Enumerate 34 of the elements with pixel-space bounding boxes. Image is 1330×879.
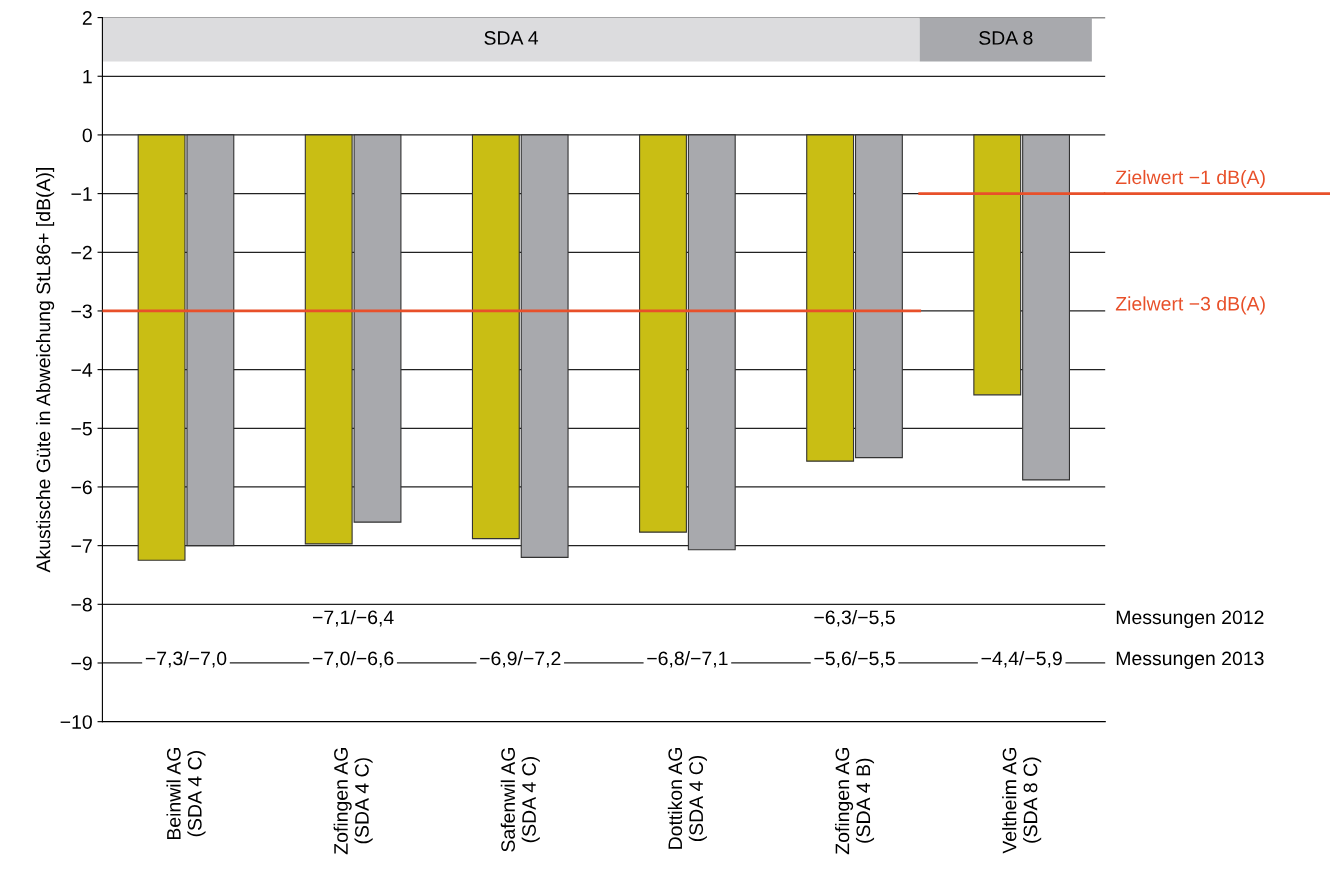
x-tick-label: Dottikon AG (SDA 4 C)	[667, 748, 707, 849]
annotation: −7,3/−7,0	[145, 650, 227, 668]
y-tick-label: −5	[71, 421, 92, 436]
annotation: SDA 4	[484, 31, 539, 45]
y-tick-label: 1	[83, 69, 92, 84]
y-tick-label: 0	[82, 128, 92, 143]
text: Messungen 2013	[1116, 651, 1264, 670]
annotation: SDA 8	[979, 31, 1033, 45]
x-tick-label: Veltheim AG (SDA 8 C)	[1002, 748, 1042, 854]
y-axis-title: Akustische Güte in Abweichung StL86+ [dB(A)]	[36, 168, 55, 573]
annotation: −5,6/−5,5	[814, 650, 895, 668]
ref-line-label: Zielwert −3 dB(A)	[1115, 296, 1265, 315]
x-tick-label: Safenwil AG (SDA 4 C)	[500, 748, 540, 852]
annotation: −4,4/−5,9	[981, 650, 1062, 668]
ref-line-label: Zielwert −1 dB(A)	[1115, 169, 1265, 189]
y-tick-label: −7	[71, 539, 92, 553]
y-tick-label: 2	[82, 11, 92, 25]
y-tick-label: −8	[71, 597, 92, 612]
annotation: −6,9/−7,2	[480, 650, 561, 668]
x-tick-label: Zofingen AG (SDA 4 C)	[333, 748, 373, 855]
y-tick-label: −3	[71, 304, 92, 319]
x-tick-label: Zofingen AG (SDA 4 B)	[834, 748, 875, 855]
y-tick-label: −4	[71, 363, 93, 377]
y-tick-label: −6	[71, 480, 92, 495]
text: Messungen 2012	[1116, 610, 1264, 629]
x-tick-label: Beinwil AG (SDA 4 C)	[166, 748, 206, 840]
annotation: −6,3/−5,5	[814, 609, 895, 627]
y-tick-label: −2	[71, 245, 92, 260]
y-tick-label: −9	[71, 656, 92, 671]
y-tick-label: −1	[71, 187, 92, 201]
y-tick-label: −10	[60, 715, 92, 729]
annotation: −7,1/−6,4	[312, 609, 394, 627]
annotation: −6,8/−7,1	[647, 650, 728, 668]
annotation: −7,0/−6,6	[312, 650, 394, 668]
